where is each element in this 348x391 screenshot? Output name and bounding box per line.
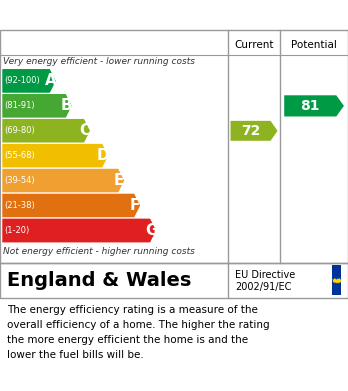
Text: Energy Efficiency Rating: Energy Efficiency Rating: [7, 6, 236, 24]
Polygon shape: [2, 168, 125, 193]
Polygon shape: [2, 218, 157, 243]
Text: 72: 72: [241, 124, 260, 138]
Text: 81: 81: [300, 99, 320, 113]
Text: (69-80): (69-80): [4, 126, 35, 135]
Text: (39-54): (39-54): [4, 176, 35, 185]
Text: C: C: [79, 123, 90, 138]
Text: Very energy efficient - lower running costs: Very energy efficient - lower running co…: [3, 57, 196, 66]
Text: B: B: [61, 99, 72, 113]
Text: Not energy efficient - higher running costs: Not energy efficient - higher running co…: [3, 247, 195, 256]
Text: E: E: [114, 173, 124, 188]
Text: F: F: [130, 198, 140, 213]
Text: Potential: Potential: [291, 40, 337, 50]
Polygon shape: [2, 118, 90, 143]
Polygon shape: [284, 95, 344, 117]
Text: 2002/91/EC: 2002/91/EC: [235, 282, 291, 292]
Text: A: A: [45, 74, 57, 88]
Bar: [332, 265, 341, 296]
Text: (1-20): (1-20): [4, 226, 30, 235]
Polygon shape: [2, 193, 141, 218]
Text: (81-91): (81-91): [4, 101, 35, 110]
Text: (21-38): (21-38): [4, 201, 35, 210]
Text: G: G: [145, 223, 157, 238]
Text: D: D: [97, 148, 110, 163]
Polygon shape: [2, 143, 109, 168]
Polygon shape: [2, 68, 56, 93]
Text: EU Directive: EU Directive: [235, 270, 295, 280]
Text: The energy efficiency rating is a measure of the
overall efficiency of a home. T: The energy efficiency rating is a measur…: [7, 305, 270, 360]
Text: (92-100): (92-100): [4, 77, 40, 86]
Text: Current: Current: [234, 40, 274, 50]
Polygon shape: [2, 93, 72, 118]
Text: England & Wales: England & Wales: [7, 271, 191, 290]
Polygon shape: [230, 121, 277, 141]
Text: (55-68): (55-68): [4, 151, 35, 160]
